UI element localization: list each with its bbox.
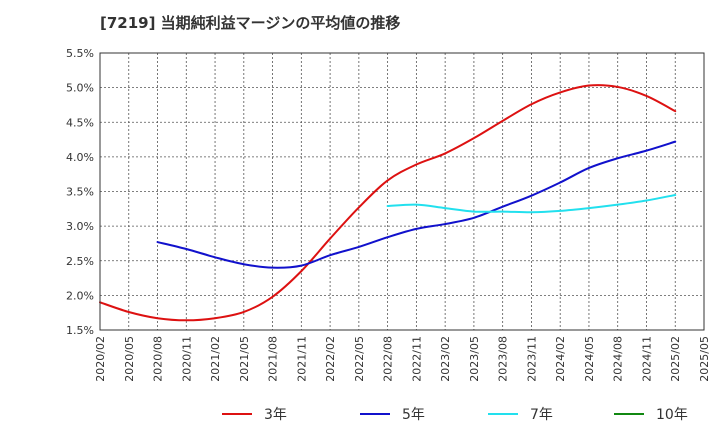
x-tick-label: 2021/08 [267,336,280,382]
y-tick-label: 4.5% [66,116,94,129]
series-line-3年 [99,84,677,322]
legend-item: 3年 [222,407,287,423]
y-tick-label: 2.5% [66,255,94,268]
x-tick-label: 2025/02 [669,336,682,382]
x-tick-label: 2022/08 [382,336,395,382]
legend-label: 7年 [530,407,553,423]
x-axis-tick-labels: 2020/02 2020/05 2020/08 2020/11 2021/02 2021/… [94,336,711,382]
y-tick-label: 1.5% [66,324,94,337]
x-tick-label: 2020/11 [180,336,193,382]
legend: 3年 5年 7年 10年 [222,407,688,423]
x-tick-label: 2023/08 [497,336,510,382]
chart-title: [7219] 当期純利益マージンの平均値の推移 [100,14,401,32]
x-tick-label: 2020/08 [152,336,165,382]
legend-label: 5年 [402,407,425,423]
x-tick-label: 2024/05 [583,336,596,382]
x-tick-label: 2021/02 [209,336,222,382]
y-tick-label: 5.0% [66,82,94,95]
x-tick-label: 2024/02 [554,336,567,382]
y-tick-label: 5.5% [66,47,94,60]
x-tick-label: 2021/11 [295,336,308,382]
y-tick-label: 3.5% [66,186,94,199]
x-tick-label: 2023/02 [439,336,452,382]
legend-item: 10年 [614,407,688,423]
series-line-5年 [156,140,677,269]
x-tick-label: 2022/11 [410,336,423,382]
y-tick-label: 3.0% [66,220,94,233]
series-lines [99,84,677,322]
x-tick-label: 2022/02 [324,336,337,382]
x-tick-label: 2024/11 [640,336,653,382]
x-tick-label: 2025/05 [698,336,711,382]
y-axis-tick-labels: 1.5% 2.0% 2.5% 3.0% 3.5% 4.0% 4.5% 5.0% 5.5% [66,47,94,337]
series-line-7年 [386,193,677,214]
x-tick-label: 2020/05 [123,336,136,382]
legend-label: 10年 [656,407,688,423]
y-tick-label: 4.0% [66,151,94,164]
x-tick-label: 2023/05 [468,336,481,382]
legend-item: 7年 [488,407,553,423]
legend-item: 5年 [360,407,425,423]
x-tick-label: 2023/11 [525,336,538,382]
x-tick-label: 2020/02 [94,336,107,382]
x-tick-label: 2024/08 [612,336,625,382]
x-tick-label: 2021/05 [238,336,251,382]
legend-label: 3年 [264,407,287,423]
plot-area-frame [99,52,705,331]
x-tick-label: 2022/05 [353,336,366,382]
y-tick-label: 2.0% [66,289,94,302]
